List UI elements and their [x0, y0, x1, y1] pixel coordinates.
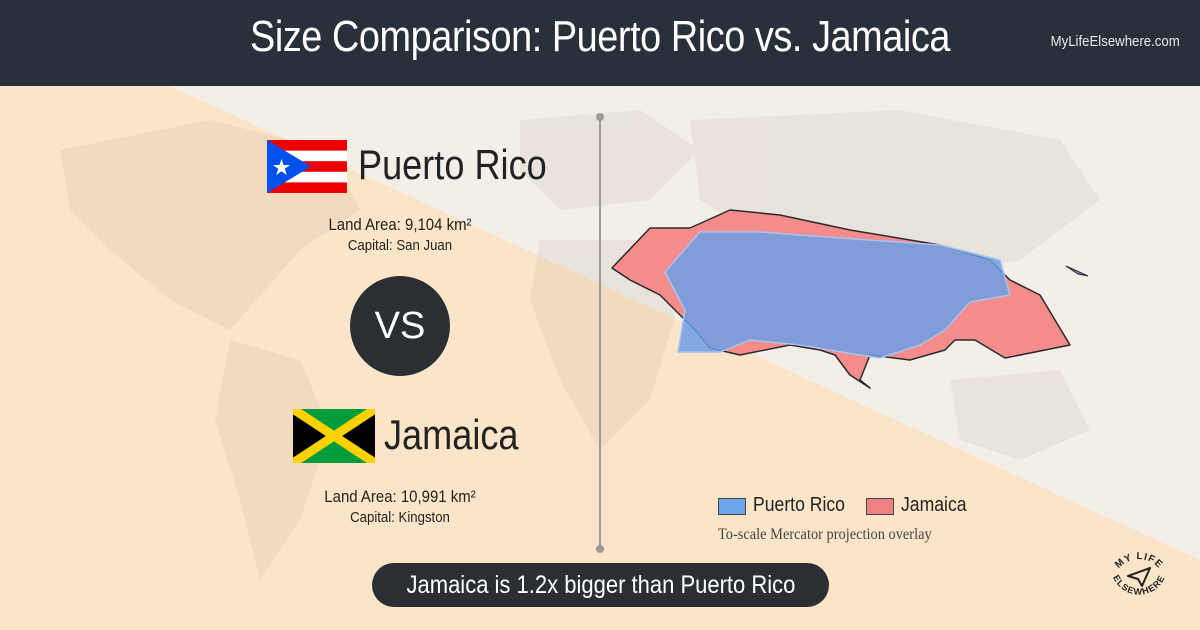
country-name-jamaica: Jamaica	[384, 411, 519, 458]
capital-value: Kingston	[398, 509, 450, 526]
vs-badge: VS	[350, 276, 450, 376]
map-overlay	[611, 209, 1089, 389]
land-area-value: 9,104 km²	[405, 215, 472, 234]
site-link[interactable]: MyLifeElsewhere.com	[1050, 33, 1180, 50]
vertical-divider	[596, 113, 604, 553]
land-area-label: Land Area:	[328, 215, 401, 234]
capital-label: Capital:	[350, 509, 395, 526]
verdict-banner: Jamaica is 1.2x bigger than Puerto Rico	[372, 563, 829, 607]
land-area-label: Land Area:	[324, 487, 397, 506]
country-name-puerto-rico: Puerto Rico	[358, 141, 547, 188]
jamaica-flag	[293, 409, 375, 463]
page-title: Size Comparison: Puerto Rico vs. Jamaica	[250, 12, 950, 61]
puerto-rico-shape	[664, 231, 1011, 359]
header-bar: Size Comparison: Puerto Rico vs. Jamaica…	[0, 0, 1200, 86]
small-island-shape	[1065, 265, 1089, 277]
divider-dot-top	[596, 113, 604, 121]
mylifeelsewhere-logo[interactable]: MY LIFE ELSEWHERE	[1104, 540, 1174, 610]
legend-swatch-puerto-rico	[718, 498, 746, 515]
verdict-text: Jamaica is 1.2x bigger than Puerto Rico	[406, 571, 795, 599]
stats-jamaica: Land Area: 10,991 km² Capital: Kingston	[250, 486, 550, 528]
legend-label-jamaica: Jamaica	[901, 494, 967, 516]
legend-swatch-jamaica	[866, 498, 894, 515]
stats-puerto-rico: Land Area: 9,104 km² Capital: San Juan	[250, 214, 550, 256]
projection-note: To-scale Mercator projection overlay	[718, 526, 932, 543]
legend-label-puerto-rico: Puerto Rico	[753, 494, 845, 516]
divider-dot-bottom	[596, 545, 604, 553]
capital-value: San Juan	[396, 237, 453, 254]
land-area-value: 10,991 km²	[400, 487, 476, 506]
paper-plane-icon	[1127, 567, 1151, 587]
puerto-rico-flag	[267, 140, 347, 193]
svg-text:MY LIFE: MY LIFE	[1113, 551, 1165, 571]
svg-text:ELSEWHERE: ELSEWHERE	[1111, 573, 1167, 596]
capital-label: Capital:	[347, 237, 393, 254]
